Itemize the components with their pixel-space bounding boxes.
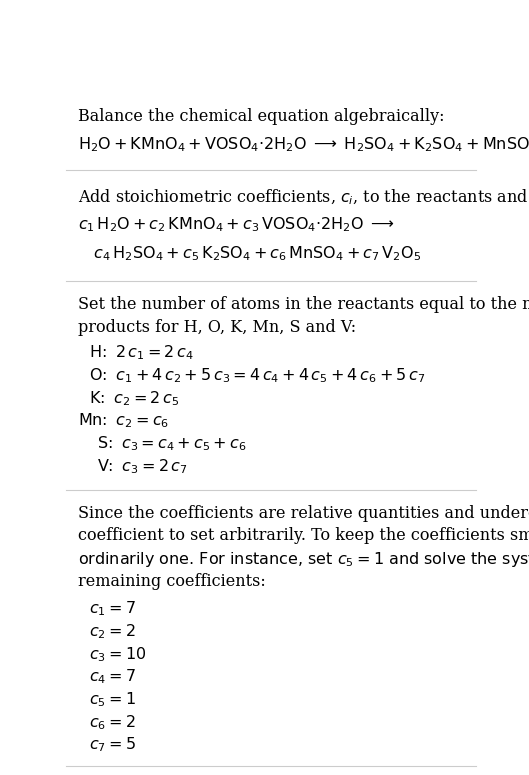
Text: $c_1 = 7$: $c_1 = 7$ xyxy=(89,600,135,618)
Text: $c_7 = 5$: $c_7 = 5$ xyxy=(89,735,135,754)
Text: V:$\;\;c_3 = 2\,c_7$: V:$\;\;c_3 = 2\,c_7$ xyxy=(97,457,188,476)
Text: H:$\;\;2\,c_1 = 2\,c_4$: H:$\;\;2\,c_1 = 2\,c_4$ xyxy=(89,343,194,363)
Text: $\quad c_4\,\mathrm{H_2SO_4} + c_5\,\mathrm{K_2SO_4} + c_6\,\mathrm{MnSO_4} + c_: $\quad c_4\,\mathrm{H_2SO_4} + c_5\,\mat… xyxy=(78,244,422,263)
Text: $c_2 = 2$: $c_2 = 2$ xyxy=(89,622,135,641)
Text: products for H, O, K, Mn, S and V:: products for H, O, K, Mn, S and V: xyxy=(78,319,357,336)
Text: O:$\;\;c_1 + 4\,c_2 + 5\,c_3 = 4\,c_4 + 4\,c_5 + 4\,c_6 + 5\,c_7$: O:$\;\;c_1 + 4\,c_2 + 5\,c_3 = 4\,c_4 + … xyxy=(89,367,425,385)
Text: Since the coefficients are relative quantities and underdetermined, choose a: Since the coefficients are relative quan… xyxy=(78,505,529,522)
Text: $c_1\,\mathrm{H_2O} + c_2\,\mathrm{KMnO_4} + c_3\,\mathrm{VOSO_4{\cdot}2H_2O}\;\: $c_1\,\mathrm{H_2O} + c_2\,\mathrm{KMnO_… xyxy=(78,215,395,234)
Text: K:$\;\;c_2 = 2\,c_5$: K:$\;\;c_2 = 2\,c_5$ xyxy=(89,389,179,408)
Text: $c_4 = 7$: $c_4 = 7$ xyxy=(89,668,135,687)
Text: $c_5 = 1$: $c_5 = 1$ xyxy=(89,691,135,709)
Text: Add stoichiometric coefficients, $c_i$, to the reactants and products:: Add stoichiometric coefficients, $c_i$, … xyxy=(78,187,529,208)
Text: Balance the chemical equation algebraically:: Balance the chemical equation algebraica… xyxy=(78,108,445,125)
Text: ordinarily one. For instance, set $c_5 = 1$ and solve the system of equations fo: ordinarily one. For instance, set $c_5 =… xyxy=(78,550,529,569)
Text: remaining coefficients:: remaining coefficients: xyxy=(78,573,266,590)
Text: $\mathrm{H_2O + KMnO_4 + VOSO_4{\cdot}2H_2O}\;\longrightarrow\;\mathrm{H_2SO_4 +: $\mathrm{H_2O + KMnO_4 + VOSO_4{\cdot}2H… xyxy=(78,136,529,154)
Text: $c_6 = 2$: $c_6 = 2$ xyxy=(89,713,135,732)
Text: Set the number of atoms in the reactants equal to the number of atoms in the: Set the number of atoms in the reactants… xyxy=(78,296,529,313)
Text: coefficient to set arbitrarily. To keep the coefficients small, the arbitrary va: coefficient to set arbitrarily. To keep … xyxy=(78,528,529,544)
Text: $c_3 = 10$: $c_3 = 10$ xyxy=(89,645,146,663)
Text: S:$\;\;c_3 = c_4 + c_5 + c_6$: S:$\;\;c_3 = c_4 + c_5 + c_6$ xyxy=(97,434,246,453)
Text: Mn:$\;\;c_2 = c_6$: Mn:$\;\;c_2 = c_6$ xyxy=(78,412,169,430)
